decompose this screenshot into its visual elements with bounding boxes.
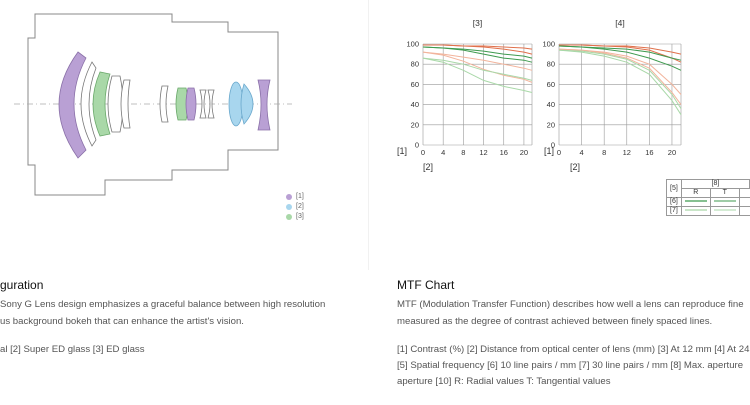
x-tick-label: 16 <box>500 148 508 157</box>
x-tick-label: 12 <box>479 148 487 157</box>
spatial-frequency-label: [5] <box>666 179 682 198</box>
lens-element-5 <box>120 79 131 129</box>
x-tick-label: 0 <box>421 148 425 157</box>
legend-item-ed: [3] <box>286 213 304 220</box>
x-tick-label: 16 <box>645 148 653 157</box>
y-tick-label: 0 <box>551 141 555 150</box>
mtf-series-line-2 <box>423 44 533 55</box>
legend-label: [1] <box>296 193 304 200</box>
lens-element-6 <box>159 85 169 123</box>
chart-title: [3] <box>473 18 482 28</box>
x-tick-label: 8 <box>461 148 465 157</box>
lens-element-12 <box>240 83 254 125</box>
lens-config-legend-text: al [2] Super ED glass [3] ED glass <box>0 344 145 355</box>
x-tick-label: 12 <box>623 148 631 157</box>
mtf-series-line-4 <box>422 46 533 63</box>
y-tick-label: 60 <box>547 80 555 89</box>
legend-item-aspherical: [1] <box>286 193 304 200</box>
mtf-series-line-5 <box>422 51 533 71</box>
mtf-chart-title: MTF Chart <box>397 278 455 292</box>
mtf-series-line-6 <box>422 51 533 83</box>
y-tick-label: 20 <box>547 120 555 129</box>
lens-config-line-1: Sony G Lens design emphasizes a graceful… <box>0 299 326 310</box>
mtf-legend-line-3: aperture [10] R: Radial values T: Tangen… <box>397 376 611 387</box>
legend-dot <box>286 203 292 210</box>
tangential-header: T <box>709 188 740 198</box>
x-tick-label: 20 <box>520 148 528 157</box>
y-tick-label: 20 <box>411 120 419 129</box>
contrast-axis-label-2: [1] <box>544 146 555 156</box>
lens-barrel-outline <box>27 13 279 196</box>
distance-axis-label-2: [2] <box>570 162 581 172</box>
y-tick-label: 60 <box>411 80 419 89</box>
mtf-series-line-4 <box>558 45 682 71</box>
column-divider <box>368 0 369 270</box>
key-swatch-30-tangential <box>709 206 740 216</box>
x-tick-label: 20 <box>668 148 676 157</box>
legend-label: [3] <box>296 213 304 220</box>
key-spacer <box>738 197 750 207</box>
mtf-series-line-6 <box>558 48 682 105</box>
key-swatch-10-tangential <box>709 197 740 207</box>
mtf-charts: [3] 0 20 40 60 80 100 0 4 8 12 16 20 [4] 0 20 40 60 80 100 0… <box>406 18 682 157</box>
lens-element-3 <box>92 71 111 137</box>
row-10lp-label: [6] <box>666 197 682 207</box>
contrast-axis-label: [1] <box>397 146 408 156</box>
y-tick-label: 100 <box>406 40 419 49</box>
legend-item-super-ed: [2] <box>286 203 304 210</box>
key-spacer <box>738 188 750 198</box>
max-aperture-label: [8] <box>680 179 750 189</box>
lens-diagram <box>14 13 292 196</box>
mtf-series-line-8 <box>558 49 682 115</box>
y-tick-label: 40 <box>547 100 555 109</box>
y-tick-label: 0 <box>415 141 419 150</box>
y-tick-label: 80 <box>411 60 419 69</box>
key-swatch-30-radial <box>680 206 711 216</box>
y-tick-label: 80 <box>547 60 555 69</box>
row-30lp-label: [7] <box>666 206 682 216</box>
lens-element-9 <box>199 89 207 119</box>
distance-axis-label-1: [2] <box>423 162 434 172</box>
mtf-series-line-8 <box>422 57 533 93</box>
lens-element-4 <box>107 75 124 133</box>
mtf-series-line-7 <box>422 57 533 81</box>
key-spacer <box>738 206 750 216</box>
radial-header: R <box>680 188 711 198</box>
lens-element-2 <box>80 61 97 147</box>
x-tick-label: 8 <box>602 148 606 157</box>
lens-config-line-2: us background bokeh that can enhance the… <box>0 316 244 327</box>
lens-config-title: guration <box>0 278 44 292</box>
x-tick-label: 4 <box>441 148 445 157</box>
key-swatch-10-radial <box>680 197 711 207</box>
lens-element-8 <box>185 87 197 121</box>
legend-dot <box>286 193 292 200</box>
lens-element-10 <box>207 89 215 119</box>
mtf-key-table: [5] [8] R T [6] [7] <box>666 179 750 216</box>
legend-dot <box>286 213 292 220</box>
lens-element-13 <box>257 79 271 131</box>
mtf-series-line-7 <box>558 49 682 109</box>
y-tick-label: 40 <box>411 100 419 109</box>
y-tick-label: 100 <box>542 40 555 49</box>
x-tick-label: 0 <box>557 148 561 157</box>
mtf-legend-line-1: [1] Contrast (%) [2] Distance from optic… <box>397 344 750 355</box>
x-tick-label: 4 <box>580 148 584 157</box>
mtf-series-line-2 <box>559 44 682 63</box>
lens-element-1 <box>58 51 87 159</box>
legend-label: [2] <box>296 203 304 210</box>
mtf-description-line-1: MTF (Modulation Transfer Function) descr… <box>397 299 744 310</box>
mtf-legend-line-2: [5] Spatial frequency [6] 10 line pairs … <box>397 360 744 371</box>
chart-title: [4] <box>615 18 624 28</box>
mtf-description-line-2: measured as the degree of contrast achie… <box>397 316 713 327</box>
